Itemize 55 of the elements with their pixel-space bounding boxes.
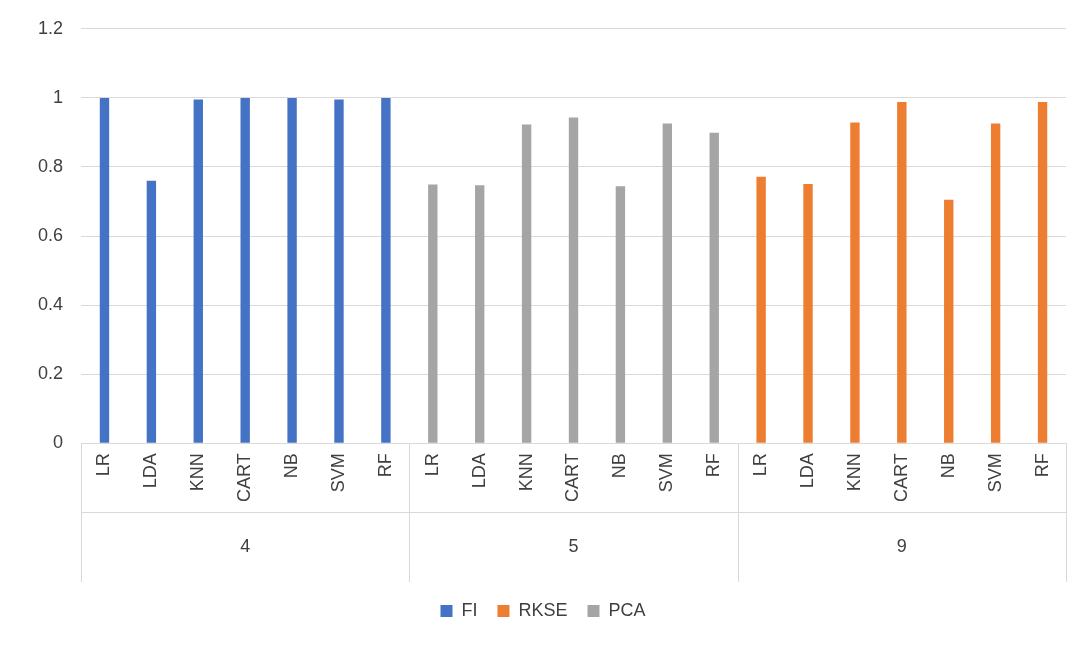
x-tick-label: LDA — [140, 453, 161, 489]
x-tick-label: RF — [703, 453, 724, 478]
bar — [615, 186, 626, 443]
x-tick-label: KNN — [515, 453, 536, 492]
bar — [990, 123, 1001, 443]
bar — [287, 97, 297, 443]
legend-label: PCA — [608, 599, 646, 620]
x-tick-label: CART — [890, 453, 911, 503]
bar — [850, 122, 860, 443]
x-tick-label: LR — [750, 453, 771, 477]
y-tick-label: 0.4 — [37, 294, 64, 315]
bar — [568, 117, 579, 443]
x-tick-label: LR — [93, 453, 114, 477]
bar — [1037, 102, 1048, 443]
x-tick-label: KNN — [843, 453, 864, 492]
bar — [944, 199, 954, 443]
text: 5 — [568, 535, 579, 556]
text: 4 — [240, 535, 251, 556]
x-tick-label: SVM — [656, 453, 677, 493]
bar — [475, 185, 485, 443]
x-tick-label: CART — [234, 453, 255, 503]
x-tick-label: LDA — [797, 453, 817, 489]
bar — [146, 180, 157, 443]
y-tick-label: 0.8 — [37, 155, 64, 176]
y-tick-label: 1 — [53, 86, 64, 107]
x-tick-label: NB — [609, 453, 630, 479]
x-tick-label: NB — [937, 453, 958, 479]
x-tick-label: LDA — [468, 453, 489, 489]
bar — [709, 132, 719, 443]
legend-label: RKSE — [518, 599, 568, 620]
x-tick-label: LR — [421, 453, 442, 477]
bar — [521, 124, 532, 443]
y-tick-label: 0.6 — [37, 225, 64, 246]
x-tick-label: KNN — [187, 453, 208, 492]
y-tick-label: 0.2 — [37, 363, 64, 384]
bar — [803, 183, 813, 443]
legend-label: FI — [461, 599, 478, 620]
y-tick-label: 1.2 — [37, 17, 64, 38]
x-tick-label: SVM — [984, 453, 1005, 493]
y-tick-label: 0 — [53, 432, 64, 453]
bar — [99, 97, 110, 443]
bar — [381, 97, 391, 443]
bar — [897, 102, 907, 443]
x-tick-label: CART — [562, 453, 583, 503]
text: 9 — [896, 535, 907, 556]
x-tick-label: RF — [374, 453, 395, 478]
bar — [240, 97, 250, 443]
bar — [334, 99, 344, 443]
x-tick-label: NB — [281, 453, 302, 479]
bar — [756, 176, 766, 443]
bar — [428, 184, 438, 443]
x-tick-label: RF — [1031, 453, 1052, 478]
bar — [662, 123, 673, 443]
bar — [193, 99, 203, 443]
x-tick-label: SVM — [327, 453, 348, 493]
